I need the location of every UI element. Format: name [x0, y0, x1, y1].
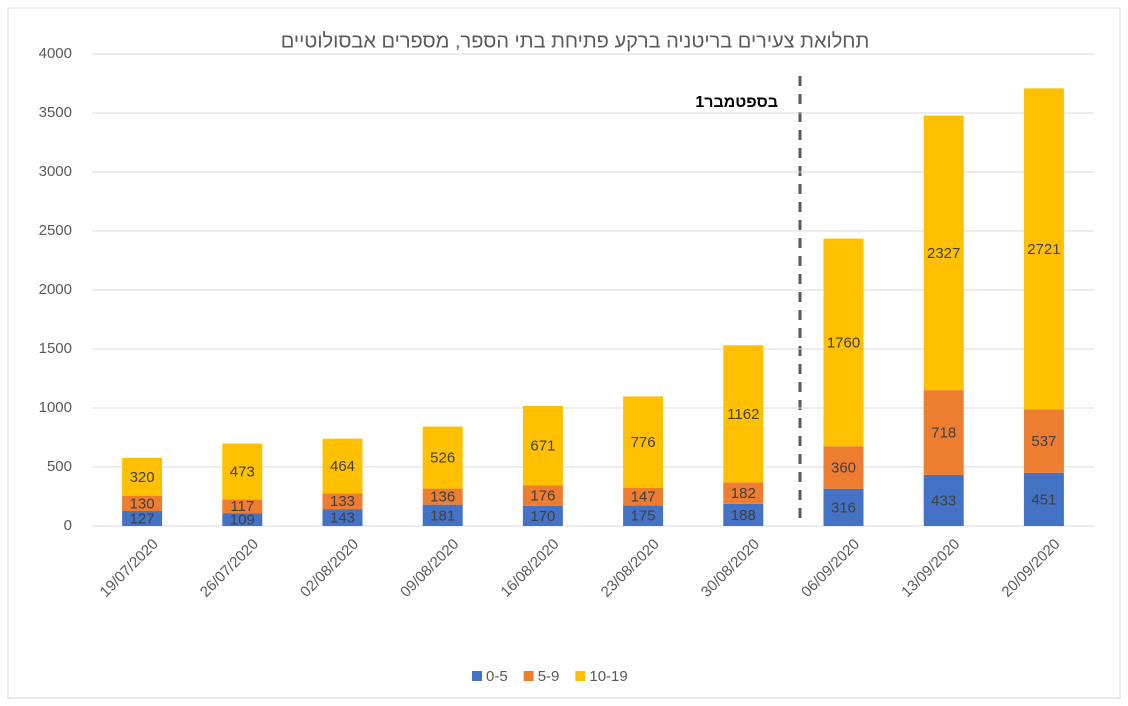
- bar-segment: [322, 493, 363, 510]
- bar-segment: [122, 511, 163, 526]
- bar-segment: [1023, 409, 1064, 473]
- y-tick-label: 2500: [39, 222, 72, 239]
- x-tick-label: 16/08/2020: [497, 536, 562, 601]
- bar-segment: [322, 509, 363, 526]
- data-label: 316: [831, 499, 856, 516]
- x-tick-label: 30/08/2020: [698, 536, 763, 601]
- legend-swatch: [575, 671, 586, 681]
- data-label: 2721: [1027, 241, 1060, 258]
- bar-segment: [923, 390, 964, 475]
- data-label: 320: [130, 469, 155, 486]
- bar-segment: [723, 345, 764, 483]
- bar-segment: [122, 495, 163, 512]
- bar-segment: [222, 499, 263, 514]
- x-tick-label: 06/09/2020: [798, 536, 863, 601]
- bar-segment: [422, 504, 463, 526]
- data-label: 1162: [727, 406, 759, 423]
- data-label: 537: [1031, 433, 1056, 450]
- y-tick-label: 0: [64, 517, 72, 534]
- bar-segment: [522, 405, 563, 486]
- bar-segment: [823, 238, 864, 447]
- bar-segment: [823, 488, 864, 526]
- data-label: 170: [530, 508, 555, 525]
- data-label: 176: [530, 488, 555, 505]
- y-tick-label: 3000: [39, 163, 72, 180]
- bar-segment: [923, 115, 964, 391]
- y-tick-label: 1000: [39, 399, 72, 416]
- legend-label: 10-19: [589, 668, 627, 685]
- data-label: 433: [931, 492, 956, 509]
- y-tick-label: 2000: [39, 281, 72, 298]
- data-label: 671: [530, 438, 555, 455]
- data-label: 464: [330, 458, 355, 475]
- data-label: 181: [430, 507, 455, 524]
- bar-segment: [522, 485, 563, 506]
- data-label: 526: [430, 450, 455, 467]
- bar-segment: [122, 457, 163, 496]
- data-label: 109: [230, 512, 255, 529]
- bar-segment: [322, 438, 363, 494]
- x-tick-label: 19/07/2020: [97, 536, 162, 601]
- bar-segment: [923, 474, 964, 526]
- x-tick-label: 23/08/2020: [598, 536, 663, 601]
- data-label: 117: [230, 498, 254, 515]
- x-tick-label: 02/08/2020: [297, 536, 362, 601]
- data-label: 188: [731, 507, 756, 524]
- legend-swatch: [523, 671, 534, 681]
- data-label: 718: [931, 425, 956, 442]
- data-label: 147: [631, 489, 656, 506]
- bar-segment: [823, 446, 864, 489]
- bar-segment: [522, 505, 563, 526]
- legend-swatch: [472, 671, 482, 681]
- data-label: 1760: [827, 334, 860, 351]
- x-tick-label: 13/09/2020: [898, 536, 963, 601]
- data-label: 127: [130, 510, 155, 527]
- data-label: 133: [330, 493, 355, 510]
- x-tick-label: 26/07/2020: [197, 536, 262, 601]
- data-label: 130: [130, 495, 155, 512]
- annotation: 1בספטמבר: [695, 94, 778, 111]
- data-label: 776: [631, 434, 656, 451]
- legend-label: 5-9: [538, 668, 560, 685]
- x-tick-label: 09/08/2020: [397, 536, 462, 601]
- chart-title: תחלואת צעירים בריטניה ברקע פתיחת בתי הספ…: [281, 30, 870, 52]
- y-tick-label: 500: [47, 458, 72, 475]
- bar-segment: [422, 426, 463, 489]
- data-label: 451: [1031, 491, 1056, 508]
- y-tick-label: 1500: [39, 340, 72, 357]
- bar-segment: [1023, 88, 1064, 410]
- data-label: 473: [230, 463, 255, 480]
- x-tick-label: 20/09/2020: [998, 536, 1063, 601]
- bar-segment: [222, 513, 263, 526]
- bar-segment: [422, 488, 463, 505]
- bar-segment: [723, 482, 764, 504]
- data-label: 175: [631, 508, 656, 525]
- bar-segment: [723, 503, 764, 526]
- bar-segment: [623, 488, 664, 506]
- bar-segment: [1023, 472, 1064, 526]
- y-tick-label: 4000: [39, 45, 72, 62]
- bar-segment: [623, 396, 664, 489]
- data-label: 360: [831, 459, 856, 476]
- data-label: 2327: [927, 245, 960, 262]
- legend-label: 0-5: [486, 668, 508, 685]
- data-label: 136: [430, 489, 455, 506]
- data-label: 182: [731, 485, 756, 502]
- bar-segment: [222, 443, 263, 500]
- bar-segment: [623, 505, 664, 526]
- chart-border: [7, 7, 1121, 699]
- data-label: 143: [330, 510, 355, 527]
- y-tick-label: 3500: [39, 104, 72, 121]
